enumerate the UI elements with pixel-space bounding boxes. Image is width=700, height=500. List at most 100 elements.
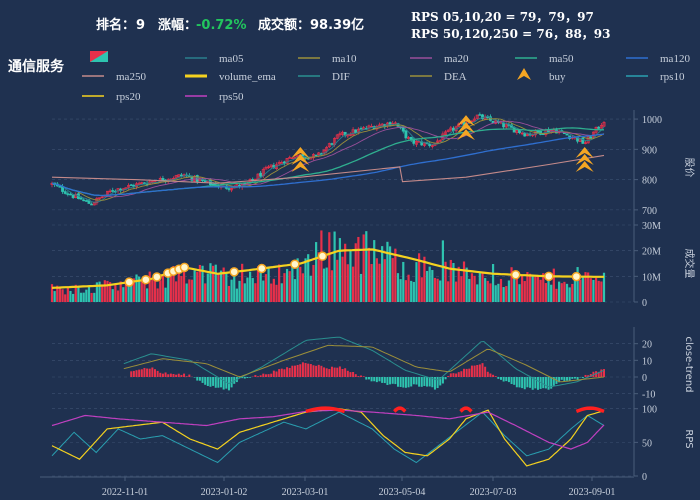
macd-bar (220, 377, 223, 388)
legend-label: ma20 (444, 53, 469, 65)
macd-bar (333, 367, 336, 377)
volume-signal-dot (317, 251, 328, 261)
candle (446, 129, 450, 133)
volume-bar (56, 285, 59, 302)
candle (63, 189, 67, 195)
volume-bar (264, 274, 268, 302)
volume-bar (301, 273, 305, 302)
volume-signal-dot (179, 262, 190, 273)
macd-bar (278, 369, 281, 377)
volume-bar (560, 283, 563, 302)
volume-bar (58, 287, 62, 302)
y-tick-label: 0 (642, 298, 647, 309)
legend-label: rps50 (219, 91, 244, 103)
macd-bar (513, 377, 516, 385)
volume-bar (555, 288, 558, 302)
macd-bar (288, 367, 291, 377)
volume-bar (77, 286, 80, 302)
macd-bar (449, 373, 452, 377)
volume-bar (153, 280, 157, 302)
macd-bar (338, 366, 341, 377)
volume-bar (484, 278, 487, 302)
macd-bar (283, 369, 286, 377)
volume-bar (164, 287, 167, 302)
volume-bar (119, 281, 122, 302)
macd-bar (140, 369, 143, 377)
volume-bar (256, 266, 260, 302)
macd-bar (291, 365, 294, 377)
candle (367, 124, 371, 131)
legend-label: ma50 (549, 53, 574, 65)
volume-bar (510, 267, 513, 302)
macd-bar (185, 376, 188, 377)
volume-bar (381, 246, 384, 302)
macd-bar (433, 377, 436, 390)
macd-bar (164, 372, 167, 377)
macd-bar (159, 372, 162, 377)
volume-bar (177, 270, 180, 302)
candle (404, 130, 408, 140)
macd-bar (389, 377, 392, 385)
macd-bar (138, 369, 141, 377)
volume-bar (491, 264, 495, 302)
rps-long-readout: RPS 50,120,250 = 76，88，93 (411, 27, 611, 41)
volume-bar (558, 281, 561, 302)
macd-bar (267, 374, 270, 377)
macd-bar (336, 367, 339, 377)
volume-bar (309, 275, 312, 302)
macd-bar (246, 377, 249, 379)
volume-bar (518, 284, 521, 302)
volume-bar (109, 282, 112, 302)
ma250-line (51, 154, 605, 184)
macd-bar (317, 364, 320, 377)
volume-bar (552, 268, 555, 302)
y-tick-label: 20 (642, 340, 652, 351)
y-tick-label: 30M (642, 221, 661, 232)
macd-bar (323, 367, 326, 377)
macd-bar (151, 367, 154, 377)
buy-signal (457, 115, 475, 141)
macd-bar (444, 377, 447, 380)
macd-bar (148, 368, 151, 377)
volume-bar (468, 278, 471, 302)
legend-label: rps10 (660, 71, 685, 83)
macd-bar (468, 368, 471, 377)
volume-bar (444, 261, 447, 302)
volume-bar (375, 258, 378, 302)
volume-bar (505, 286, 508, 302)
volume-signal-dot (571, 271, 582, 282)
volume-signal-dot (141, 274, 151, 285)
candle (594, 126, 598, 135)
volume-bar (217, 274, 220, 302)
volume-bar (248, 271, 252, 302)
volume-bar (90, 292, 93, 302)
volume-bar (573, 272, 577, 302)
macd-bar (457, 372, 460, 377)
volume-bar (230, 279, 233, 302)
macd-bar (600, 369, 603, 377)
macd-bar (407, 377, 410, 388)
y-tick-label: -10 (642, 390, 655, 401)
macd-bar (428, 377, 431, 387)
volume-bar (515, 278, 518, 302)
macd-bar (470, 365, 473, 377)
macd-bar (486, 371, 489, 377)
legend-item-ma10: ma10 (298, 53, 357, 65)
macd-bar (447, 376, 450, 377)
macd-bar (531, 377, 534, 390)
macd-bar (204, 377, 207, 385)
x-tick-label: 2023-05-04 (379, 487, 426, 498)
volume-signal-dot (257, 263, 267, 274)
volume-bar (283, 273, 286, 302)
volume-bar (410, 280, 413, 302)
candle (330, 142, 334, 146)
volume-bar (267, 267, 270, 302)
volume-bar (145, 288, 149, 302)
y-tick-label: 50 (642, 438, 652, 449)
macd-bar (420, 377, 423, 387)
macd-bar (521, 377, 524, 389)
volume-signal-dot (124, 277, 135, 287)
volume-bar (497, 283, 500, 302)
volume-bar (296, 258, 299, 302)
macd-bar (154, 369, 157, 377)
